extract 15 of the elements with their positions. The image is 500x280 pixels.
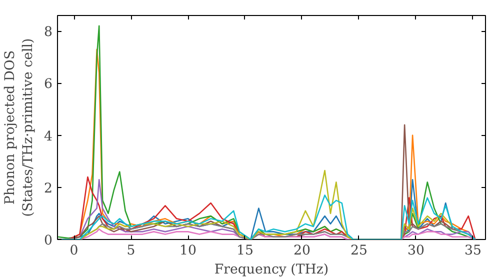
x-tick-label: 0 xyxy=(70,244,78,258)
y-axis-title: Phonon projected DOS (States/THz·primitive cell) xyxy=(3,38,36,217)
x-axis-title: Frequency (THz) xyxy=(214,262,329,278)
y-tick-label: 6 xyxy=(44,77,53,92)
y-tick-label: 0 xyxy=(44,234,53,248)
x-tick-label: 5 xyxy=(126,244,136,258)
x-tick-label: 35 xyxy=(464,244,482,258)
x-tick-label: 15 xyxy=(236,244,254,258)
x-tick-label: 25 xyxy=(350,244,368,258)
y-tick-label: 8 xyxy=(44,25,53,40)
x-tick-label: 20 xyxy=(294,244,310,258)
x-tick-label: 10 xyxy=(180,244,196,258)
x-tick-label: 30 xyxy=(407,244,424,258)
y-tick-label: 2 xyxy=(44,181,53,196)
y-tick-label: 4 xyxy=(44,129,53,144)
